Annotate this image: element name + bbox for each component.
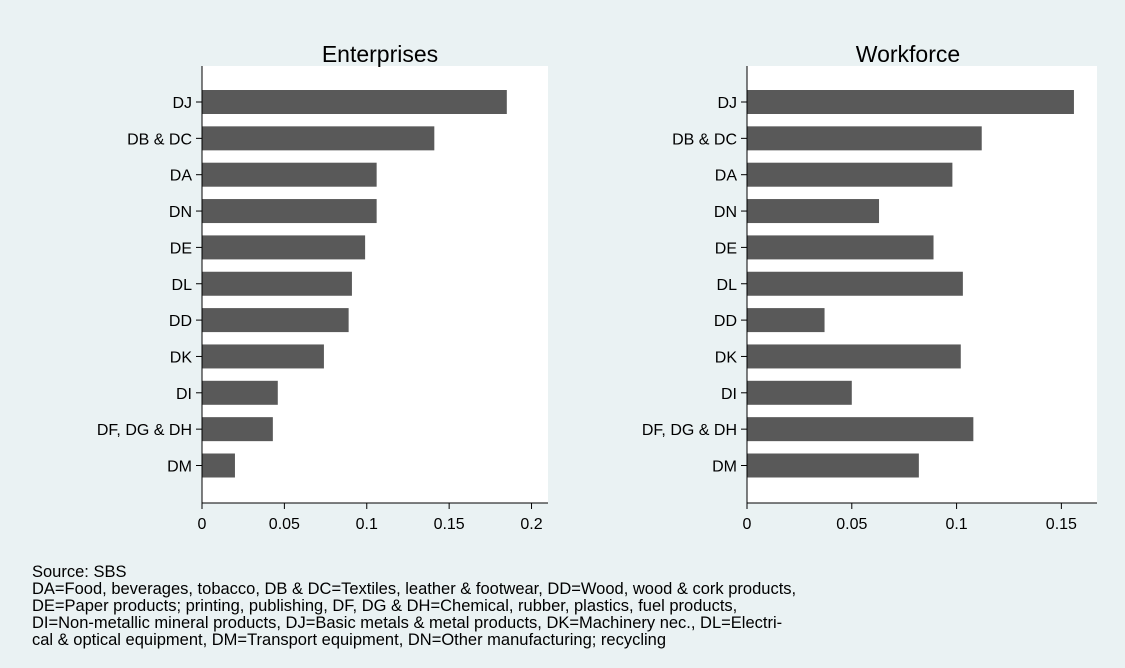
category-label: DB & DC	[672, 131, 737, 148]
bar	[747, 417, 974, 442]
chart-notes: Source: SBS DA=Food, beverages, tobacco,…	[32, 564, 1112, 649]
x-tick-label: 0.15	[1046, 516, 1077, 533]
legend-note-line: cal & optical equipment, DM=Transport eq…	[32, 631, 667, 649]
category-label: DD	[169, 313, 192, 330]
bar	[747, 199, 880, 224]
category-label: DN	[714, 204, 737, 221]
x-tick-label: 0.05	[269, 516, 300, 533]
chart-svg: Enterprises DJ DB & DC DA DN DE DL DD DK DI DF, DG…	[97, 41, 1097, 533]
bar	[747, 162, 953, 187]
bar	[202, 380, 278, 405]
bar	[202, 199, 377, 224]
bar	[202, 162, 377, 187]
category-label: DK	[715, 349, 738, 366]
category-label: DL	[717, 277, 738, 294]
bar	[202, 235, 366, 260]
x-tick-label: 0	[198, 516, 207, 533]
bar	[747, 271, 963, 296]
x-tick-label: 0.1	[945, 516, 967, 533]
legend-note-line: DE=Paper products; printing, publishing,…	[32, 597, 738, 615]
x-tick-label: 0.2	[520, 516, 542, 533]
legend-note-line: DI=Non-metallic mineral products, DJ=Bas…	[32, 614, 783, 632]
category-label: DA	[170, 168, 193, 185]
bar	[202, 126, 435, 151]
category-label: DM	[712, 459, 737, 476]
bar	[202, 417, 273, 442]
category-label: DE	[170, 240, 192, 257]
category-label: DJ	[172, 95, 192, 112]
source-note: Source: SBS	[32, 563, 127, 581]
bar	[747, 453, 919, 478]
enterprises-title: Enterprises	[322, 41, 438, 67]
workforce-title: Workforce	[856, 41, 960, 67]
category-label: DI	[176, 386, 192, 403]
bar	[747, 380, 852, 405]
category-label: DD	[714, 313, 737, 330]
category-label: DF, DG & DH	[97, 422, 192, 439]
category-label: DL	[172, 277, 193, 294]
bar	[747, 235, 934, 260]
category-label: DM	[167, 459, 192, 476]
bar	[202, 453, 235, 478]
category-label: DJ	[717, 95, 737, 112]
bar	[202, 90, 507, 114]
category-label: DE	[715, 240, 737, 257]
bar	[747, 344, 961, 369]
x-tick-label: 0.1	[356, 516, 378, 533]
category-label: DB & DC	[127, 131, 192, 148]
bar	[747, 308, 825, 333]
x-tick-label: 0	[743, 516, 752, 533]
bar	[747, 126, 982, 151]
bar	[202, 271, 352, 296]
legend-note-line: DA=Food, beverages, tobacco, DB & DC=Tex…	[32, 580, 797, 598]
x-tick-label: 0.05	[836, 516, 867, 533]
bar	[202, 344, 324, 369]
bar	[747, 90, 1074, 114]
x-tick-label: 0.15	[434, 516, 465, 533]
category-label: DK	[170, 349, 193, 366]
category-label: DN	[169, 204, 192, 221]
category-label: DI	[721, 386, 737, 403]
bar	[202, 308, 349, 333]
category-label: DF, DG & DH	[642, 422, 737, 439]
category-label: DA	[715, 168, 738, 185]
